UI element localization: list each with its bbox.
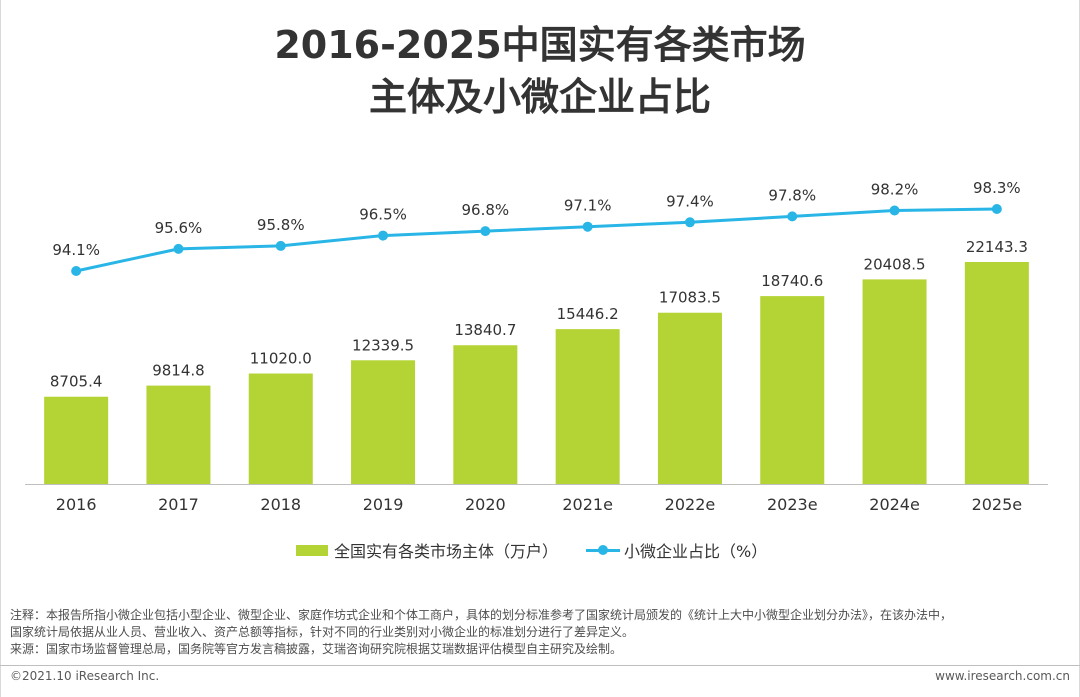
bar-value-label-2019: 12339.5 [352, 336, 414, 354]
line-point-2019 [378, 230, 389, 241]
bar-2023e [760, 296, 825, 484]
x-tick-label-2024e: 2024e [869, 495, 920, 514]
line-value-label-2025e: 98.3% [973, 179, 1021, 197]
legend-item-bar: 全国实有各类市场主体（万户） [296, 538, 558, 562]
bar-2020 [453, 345, 518, 484]
x-tick-label-2018: 2018 [260, 495, 301, 514]
line-point-2023e [787, 211, 798, 222]
bar-2019 [351, 360, 416, 484]
source-line: 来源：国家市场监督管理总局，国务院等官方发言稿披露，艾瑞咨询研究院根据艾瑞数据评… [10, 642, 623, 656]
line-point-2018 [275, 240, 286, 251]
notes-block: 注释：本报告所指小微企业包括小型企业、微型企业、家庭作坊式企业和个体工商户，具体… [10, 607, 1076, 658]
legend-item-line: 小微企业占比（%） [586, 538, 767, 562]
x-tick-label-2021e: 2021e [562, 495, 613, 514]
line-point-2016 [71, 266, 82, 276]
bar-2021e [555, 329, 620, 484]
frame-left-border [0, 0, 1, 697]
line-value-label-2024e: 98.2% [871, 180, 919, 198]
bar-value-label-2016: 8705.4 [50, 373, 103, 391]
legend-line-label: 小微企业占比（%） [624, 542, 768, 561]
line-value-label-2021e: 97.1% [564, 197, 612, 215]
legend-bar-swatch [296, 544, 328, 556]
line-value-label-2022e: 97.4% [666, 192, 714, 210]
line-point-2021e [582, 221, 593, 232]
x-tick-label-2025e: 2025e [972, 495, 1023, 514]
bar-2016 [44, 396, 109, 484]
bar-value-label-2022e: 17083.5 [659, 289, 721, 307]
x-tick-label-2016: 2016 [56, 495, 97, 514]
bar-2017 [146, 385, 211, 484]
bar-value-label-2021e: 15446.2 [557, 305, 619, 323]
bar-value-label-2025e: 22143.3 [966, 238, 1028, 256]
line-value-label-2018: 95.8% [257, 216, 305, 234]
bar-2022e [657, 312, 722, 484]
line-value-label-2016: 94.1% [52, 241, 100, 259]
x-tick-label-2022e: 2022e [665, 495, 716, 514]
line-point-2024e [889, 205, 900, 216]
line-series-path [75, 207, 997, 273]
combo-chart: 8705.4 9814.8 11020.0 12339.5 13840.7 15446.2… [25, 179, 1048, 514]
footer-copyright: ©2021.10 iResearch Inc. [10, 669, 160, 683]
bar-value-label-2018: 11020.0 [250, 350, 312, 368]
line-point-2017 [173, 243, 184, 254]
bar-2018 [248, 373, 313, 484]
footer-website: www.iresearch.com.cn [935, 669, 1070, 683]
bar-value-label-2023e: 18740.6 [761, 272, 823, 290]
line-point-2025e [991, 204, 1002, 214]
line-point-2020 [480, 226, 491, 237]
legend-line-swatch [586, 544, 621, 556]
legend-bar-label: 全国实有各类市场主体（万户） [334, 542, 559, 561]
line-value-label-2017: 95.6% [155, 219, 203, 237]
line-value-label-2019: 96.5% [359, 206, 407, 224]
bar-value-label-2017: 9814.8 [152, 362, 205, 380]
x-tick-label-2017: 2017 [158, 495, 199, 514]
note-line-1: 注释：本报告所指小微企业包括小型企业、微型企业、家庭作坊式企业和个体工商户，具体… [10, 608, 953, 622]
chart-title-line-1: 2016-2025中国实有各类市场 [274, 23, 806, 67]
line-value-label-2020: 96.8% [462, 201, 510, 219]
line-value-label-2023e: 97.8% [768, 186, 816, 204]
bar-2024e [862, 279, 927, 484]
footer-divider [0, 665, 1080, 666]
bar-2025e [964, 262, 1029, 484]
chart-title-line-2: 主体及小微企业占比 [368, 75, 711, 119]
chart-legend: 全国实有各类市场主体（万户） 小微企业占比（%） [296, 538, 795, 562]
x-tick-label-2019: 2019 [363, 495, 404, 514]
line-point-2022e [684, 217, 695, 228]
bar-value-label-2020: 13840.7 [454, 321, 516, 339]
bar-value-label-2024e: 20408.5 [864, 255, 926, 273]
x-tick-label-2023e: 2023e [767, 495, 818, 514]
note-line-2: 国家统计局依据从业人员、营业收入、资产总额等指标，针对不同的行业类别对小微企业的… [10, 625, 635, 639]
x-tick-label-2020: 2020 [465, 495, 506, 514]
